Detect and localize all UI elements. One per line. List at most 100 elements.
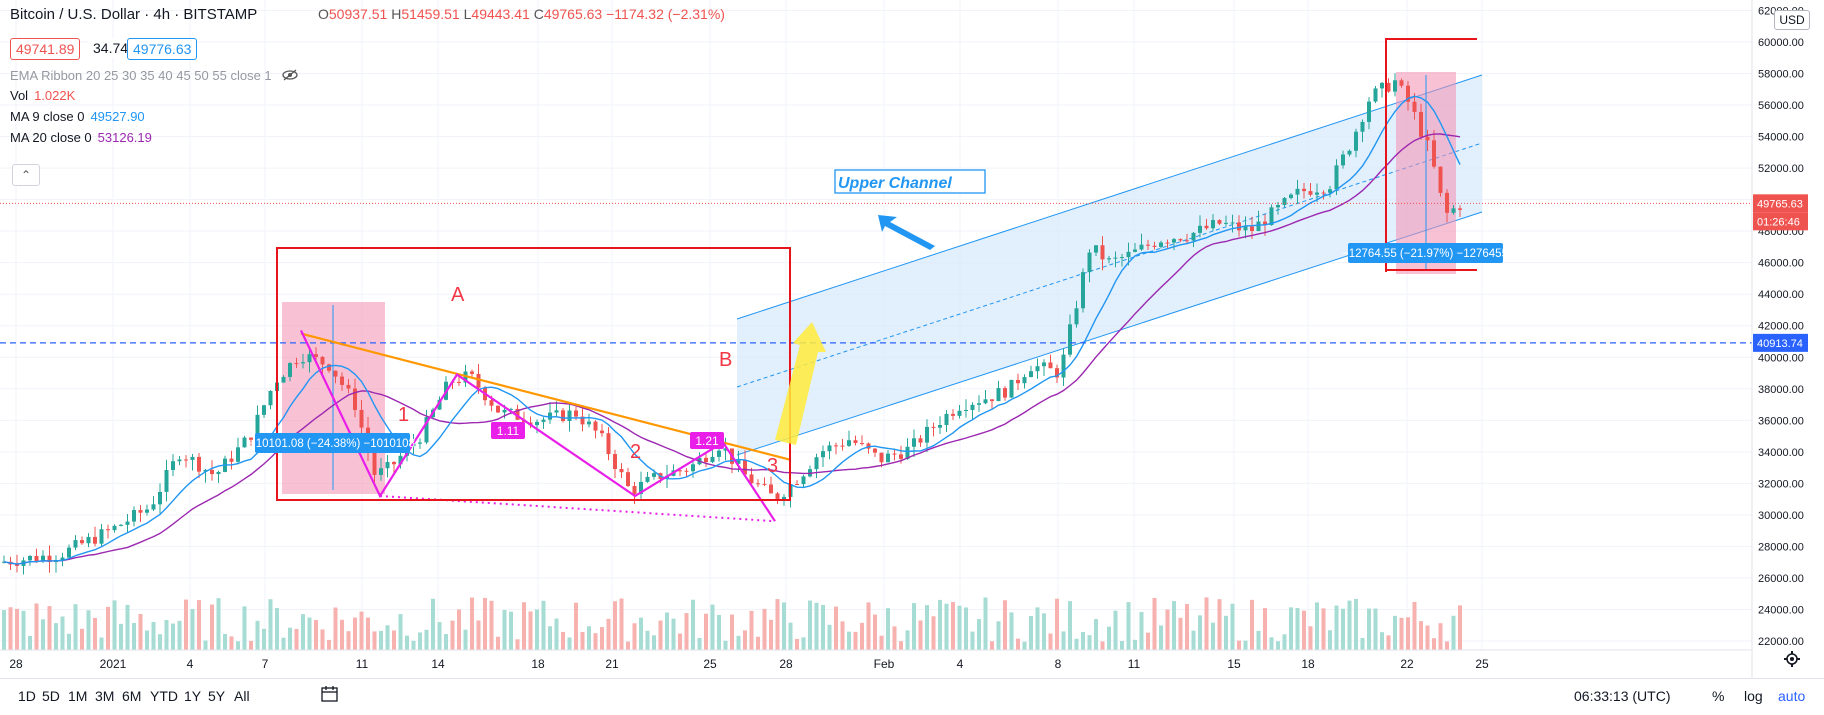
candle-body bbox=[327, 364, 331, 371]
candle-body bbox=[320, 356, 325, 365]
volume-bar bbox=[769, 619, 773, 650]
volume-bar bbox=[171, 623, 175, 650]
candle-body bbox=[801, 476, 806, 485]
candle-body bbox=[548, 412, 552, 420]
timeframe-all[interactable]: All bbox=[234, 688, 250, 704]
candle-body bbox=[743, 460, 747, 475]
candle-body bbox=[80, 540, 84, 544]
symbol-title[interactable]: Bitcoin / U.S. Dollar · 4h · BITSTAMP bbox=[10, 6, 258, 23]
timeframe-ytd[interactable]: YTD bbox=[150, 688, 178, 704]
time-tick: 21 bbox=[605, 657, 619, 671]
candle-body bbox=[561, 410, 565, 422]
candle-body bbox=[1009, 379, 1014, 398]
candle-body bbox=[1373, 88, 1378, 102]
candle-body bbox=[1458, 208, 1462, 210]
volume-bar bbox=[905, 630, 910, 650]
candle-body bbox=[580, 416, 585, 425]
volume-bar bbox=[1055, 598, 1059, 650]
candle-body bbox=[255, 414, 260, 440]
measure-label-1: −10101.08 (−24.38%) −1010108 bbox=[249, 438, 415, 450]
volume-bar bbox=[1172, 601, 1176, 650]
indicator-ma9[interactable]: MA 9 close 0 49527.90 bbox=[10, 109, 145, 124]
candle-body bbox=[1419, 111, 1423, 137]
settings-gear-icon[interactable] bbox=[1783, 650, 1801, 673]
date-range-icon[interactable] bbox=[320, 684, 340, 709]
utc-clock[interactable]: 06:33:13 (UTC) bbox=[1574, 688, 1671, 704]
indicator-ma20[interactable]: MA 20 close 0 53126.19 bbox=[10, 130, 152, 145]
time-tick: 22 bbox=[1400, 657, 1414, 671]
bid-price[interactable]: 49741.89 bbox=[10, 38, 81, 60]
volume-bar bbox=[1263, 608, 1267, 650]
candle-body bbox=[944, 413, 949, 425]
volume-bar bbox=[1302, 610, 1306, 650]
candle-body bbox=[1295, 188, 1300, 195]
candle-body bbox=[86, 536, 91, 544]
price-tick: 28000.00 bbox=[1758, 541, 1804, 553]
red-box-2-left bbox=[1385, 38, 1477, 272]
time-tick: 14 bbox=[431, 657, 445, 671]
currency-label[interactable]: USD bbox=[1774, 10, 1810, 30]
volume-bar bbox=[1360, 637, 1365, 650]
volume-bar bbox=[476, 620, 481, 650]
volume-bar bbox=[314, 620, 318, 650]
volume-bar bbox=[1100, 641, 1105, 650]
price-tick: 34000.00 bbox=[1758, 447, 1804, 459]
volume-bar bbox=[918, 620, 923, 650]
volume-bar bbox=[1042, 613, 1046, 650]
candle-body bbox=[281, 376, 286, 383]
candle-body bbox=[879, 452, 884, 463]
candle-body bbox=[535, 421, 539, 426]
candle-body bbox=[827, 445, 832, 452]
moving-averages bbox=[3, 95, 1461, 565]
volume-bar bbox=[320, 629, 325, 650]
timeframe-1m[interactable]: 1M bbox=[68, 688, 88, 704]
timeframe-6m[interactable]: 6M bbox=[122, 688, 142, 704]
volume-bar bbox=[54, 623, 58, 650]
timeframe-1d[interactable]: 1D bbox=[18, 688, 36, 704]
ask-price[interactable]: 49776.63 bbox=[127, 38, 198, 60]
volume-bar bbox=[645, 630, 650, 650]
candle-body bbox=[587, 421, 591, 425]
candle-body bbox=[964, 410, 968, 412]
volume-bar bbox=[119, 623, 123, 650]
candle-body bbox=[1263, 221, 1267, 226]
candle-body bbox=[710, 456, 715, 463]
percent-toggle[interactable]: % bbox=[1712, 688, 1725, 704]
candle-body bbox=[60, 557, 65, 561]
volume-bar bbox=[99, 637, 104, 650]
candle-body bbox=[145, 509, 149, 513]
auto-toggle[interactable]: auto bbox=[1778, 688, 1806, 704]
candle-body bbox=[1042, 362, 1046, 367]
volume-bar bbox=[892, 626, 897, 650]
candle-body bbox=[1074, 308, 1079, 325]
volume-bar bbox=[93, 617, 97, 650]
candle-body bbox=[652, 473, 656, 477]
volume-bar bbox=[860, 622, 864, 650]
volume-bar bbox=[502, 610, 507, 650]
timeframe-5d[interactable]: 5D bbox=[42, 688, 60, 704]
volume-bar bbox=[1009, 612, 1014, 650]
candle-body bbox=[502, 409, 507, 413]
timeframe-3m[interactable]: 3M bbox=[95, 688, 115, 704]
candle-body bbox=[314, 354, 318, 357]
collapse-legend-button[interactable]: ⌃ bbox=[12, 164, 40, 186]
price-tick: 58000.00 bbox=[1758, 69, 1804, 81]
volume-bar bbox=[931, 616, 936, 650]
volume-bar bbox=[970, 631, 975, 650]
volume-bar bbox=[1048, 633, 1053, 650]
volume-bar bbox=[1289, 607, 1293, 650]
candle-body bbox=[1269, 207, 1274, 226]
timeframe-5y[interactable]: 5Y bbox=[208, 688, 226, 704]
indicator-ema-ribbon[interactable]: EMA Ribbon 20 25 30 35 40 45 50 55 close… bbox=[10, 68, 299, 84]
timeframe-1y[interactable]: 1Y bbox=[184, 688, 202, 704]
candle-body bbox=[509, 408, 513, 410]
candle-body bbox=[1328, 189, 1332, 193]
volume-bar bbox=[593, 633, 598, 650]
eye-hidden-icon[interactable] bbox=[281, 69, 299, 84]
log-toggle[interactable]: log bbox=[1744, 688, 1763, 704]
indicator-volume[interactable]: Vol 1.022K bbox=[10, 88, 76, 103]
volume-bar bbox=[639, 617, 643, 650]
candle-body bbox=[1224, 222, 1228, 224]
volume-bar bbox=[606, 618, 611, 650]
